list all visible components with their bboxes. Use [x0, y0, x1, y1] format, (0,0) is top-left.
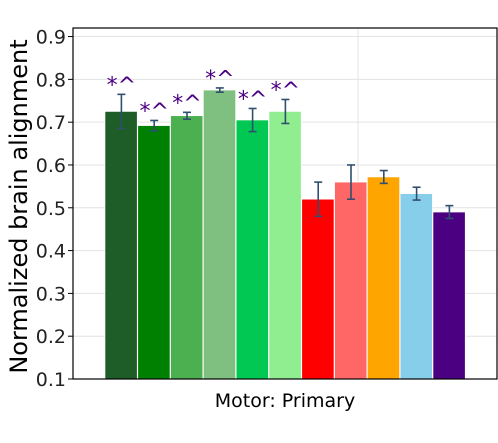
plot-frame	[72, 27, 498, 380]
bar	[203, 89, 236, 380]
x-axis-title: Motor: Primary	[215, 390, 355, 412]
y-axis-title: Normalized brain alignment	[5, 39, 33, 373]
significance-annotation: *^	[139, 99, 168, 124]
bar	[334, 181, 368, 380]
y-tick-label: 0.6	[36, 155, 66, 177]
y-tick-label: 0.7	[36, 112, 66, 134]
bar	[235, 119, 269, 380]
significance-annotation: *^	[271, 78, 300, 103]
y-tick-label: 0.8	[36, 69, 66, 91]
bar	[137, 125, 171, 380]
bar	[104, 111, 138, 380]
y-tick-label: 0.5	[36, 198, 66, 220]
error-bars-group	[117, 87, 454, 220]
significance-annotation: *^	[238, 87, 267, 112]
y-tick-label: 0.3	[36, 283, 66, 305]
y-tick-label: 0.1	[36, 369, 66, 391]
y-tick-label: 0.2	[36, 326, 66, 348]
significance-annotation: *^	[172, 91, 201, 116]
annotations-group: *^*^ *^*^*^ *^	[107, 67, 300, 125]
bar	[367, 176, 400, 380]
bar	[170, 115, 204, 380]
bar	[301, 198, 335, 380]
significance-annotation: *^	[205, 67, 234, 92]
bar	[268, 111, 302, 380]
significance-annotation: *^	[107, 73, 136, 98]
y-tick-label: 0.4	[36, 241, 66, 263]
bar	[432, 211, 466, 380]
bar	[399, 193, 433, 380]
bars-group	[104, 89, 466, 380]
y-axis-ticks: 0.1 0.2 0.3 0.4 0.5 0.6 0.7 0.8 0.9	[36, 27, 73, 391]
y-tick-label: 0.9	[36, 27, 66, 49]
